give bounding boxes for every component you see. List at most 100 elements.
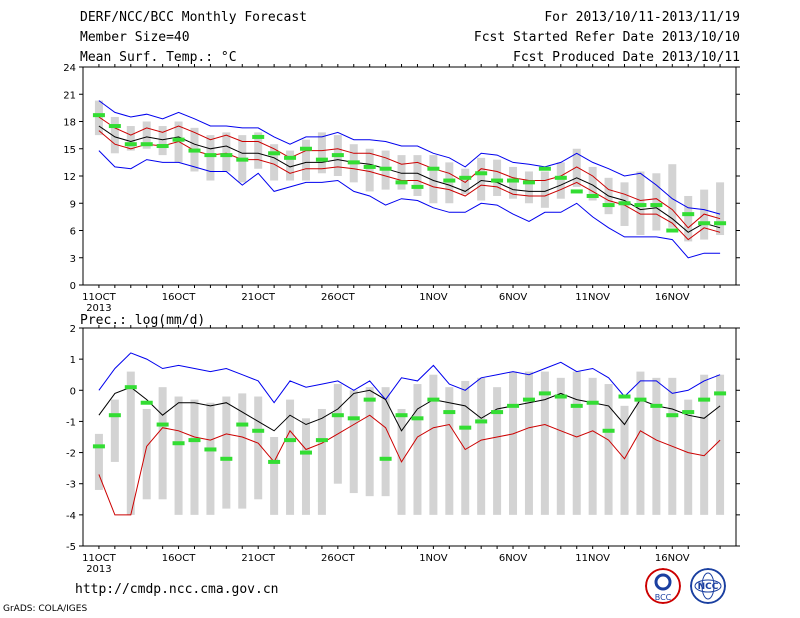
prec-observed-mark xyxy=(331,413,344,418)
temp-observed-mark xyxy=(666,228,679,233)
prec-box xyxy=(429,374,438,515)
prec-observed-mark xyxy=(220,456,233,461)
temp-xtick-label: 21OCT xyxy=(241,292,276,303)
prec-ytick-label: -5 xyxy=(66,542,76,553)
temp-ytick-label: 18 xyxy=(63,118,76,129)
temp-ytick-label: 9 xyxy=(70,199,76,210)
prec-xtick-label: 16NOV xyxy=(655,553,690,564)
temp-observed-mark xyxy=(538,166,551,171)
temp-observed-mark xyxy=(507,178,520,183)
prec-box xyxy=(222,396,231,509)
temp-observed-mark xyxy=(554,175,567,180)
temp-box xyxy=(524,171,533,204)
temp-observed-mark xyxy=(315,157,328,162)
svg-text:BCC: BCC xyxy=(655,593,672,602)
prec-observed-mark xyxy=(395,413,408,418)
prec-box xyxy=(493,387,502,515)
temp-box xyxy=(365,148,374,192)
temp-ytick-label: 3 xyxy=(70,254,76,265)
prec-box xyxy=(190,399,199,515)
temp-observed-mark xyxy=(411,184,424,189)
prec-xtick-label: 16OCT xyxy=(162,553,197,564)
temp-box xyxy=(556,162,565,199)
temp-observed-mark xyxy=(347,160,360,165)
prec-box xyxy=(270,437,279,515)
prec-panel: -5 -4 -3 -2 -1 0 1 2 11OCT 16OCT 21OCT 26OCT 1NOV 6NO… xyxy=(66,313,740,575)
temp-xtick-label: 1NOV xyxy=(419,292,448,303)
temp-box xyxy=(461,168,470,195)
prec-mean-line xyxy=(98,386,721,432)
temp-box xyxy=(222,132,231,172)
temp-observed-mark xyxy=(475,171,488,176)
temp-box xyxy=(142,121,151,149)
temp-observed-mark xyxy=(299,146,312,151)
prec-panel-title: Prec.: log(mm/d) xyxy=(80,313,205,328)
prec-observed-mark xyxy=(666,413,679,418)
temp-observed-mark xyxy=(92,113,105,118)
temp-observed-mark xyxy=(284,155,297,160)
temp-xtick-label: 6NOV xyxy=(499,292,528,303)
temp-box xyxy=(413,155,422,196)
temp-observed-mark xyxy=(395,180,408,185)
prec-observed-mark xyxy=(570,403,583,408)
temp-box xyxy=(588,166,597,201)
prec-box xyxy=(477,377,486,515)
prec-xtick-label: 26OCT xyxy=(321,553,356,564)
prec-xtick-label: 21OCT xyxy=(241,553,276,564)
prec-box xyxy=(652,377,661,515)
prec-xtick-label: 11OCT xyxy=(82,553,117,564)
prec-observed-mark xyxy=(491,410,504,415)
temp-box xyxy=(286,150,295,181)
prec-ytick-label: -1 xyxy=(66,417,76,428)
prec-box xyxy=(572,371,581,515)
temp-box xyxy=(270,144,279,181)
temp-observed-mark xyxy=(491,178,504,183)
prec-observed-mark xyxy=(188,438,201,443)
prec-observed-mark xyxy=(268,459,281,464)
prec-box xyxy=(349,390,358,494)
prec-observed-mark xyxy=(299,450,312,455)
prec-observed-mark xyxy=(586,400,599,405)
prec-observed-mark xyxy=(634,397,647,402)
temp-ytick-label: 15 xyxy=(63,145,76,156)
temp-box xyxy=(684,195,693,242)
temp-observed-mark xyxy=(714,221,727,226)
temp-observed-mark xyxy=(331,153,344,158)
prec-observed-mark xyxy=(714,391,727,396)
temp-observed-mark xyxy=(618,201,631,206)
temp-observed-mark xyxy=(459,175,472,180)
temp-max-line xyxy=(98,100,721,215)
prec-box xyxy=(142,408,151,500)
prec-ytick-label: 1 xyxy=(70,355,76,366)
temp-xtick-label: 11NOV xyxy=(575,292,610,303)
prec-box xyxy=(540,371,549,515)
prec-observed-mark xyxy=(379,456,392,461)
prec-observed-mark xyxy=(236,422,249,427)
temp-box xyxy=(668,164,677,228)
prec-box xyxy=(206,402,215,515)
prec-observed-mark xyxy=(172,441,185,446)
prec-box xyxy=(636,371,645,515)
temp-xtick-label: 16NOV xyxy=(655,292,690,303)
prec-observed-mark xyxy=(347,416,360,421)
prec-box xyxy=(174,396,183,515)
temp-ytick-label: 12 xyxy=(63,172,76,183)
bcc-logo: BCC xyxy=(645,568,681,604)
prec-observed-mark xyxy=(507,403,520,408)
temp-ytick-label: 21 xyxy=(63,90,76,101)
temp-box xyxy=(254,132,263,169)
prec-observed-mark xyxy=(475,419,488,424)
member-size: Member Size=40 xyxy=(80,30,190,45)
source-url[interactable]: http://cmdp.ncc.cma.gov.cn xyxy=(75,582,279,597)
prec-box xyxy=(254,396,263,500)
temp-observed-mark xyxy=(236,157,249,162)
temp-ytick-label: 6 xyxy=(70,227,76,238)
prec-xtick-label: 11NOV xyxy=(575,553,610,564)
temp-observed-mark xyxy=(220,153,233,158)
temp-ytick-label: 0 xyxy=(70,281,76,292)
prec-ytick-label: -4 xyxy=(66,511,76,522)
temp-observed-mark xyxy=(570,189,583,194)
temp-min-line xyxy=(98,150,721,259)
temp-year-label: 2013 xyxy=(86,303,111,314)
prec-box xyxy=(94,433,103,490)
